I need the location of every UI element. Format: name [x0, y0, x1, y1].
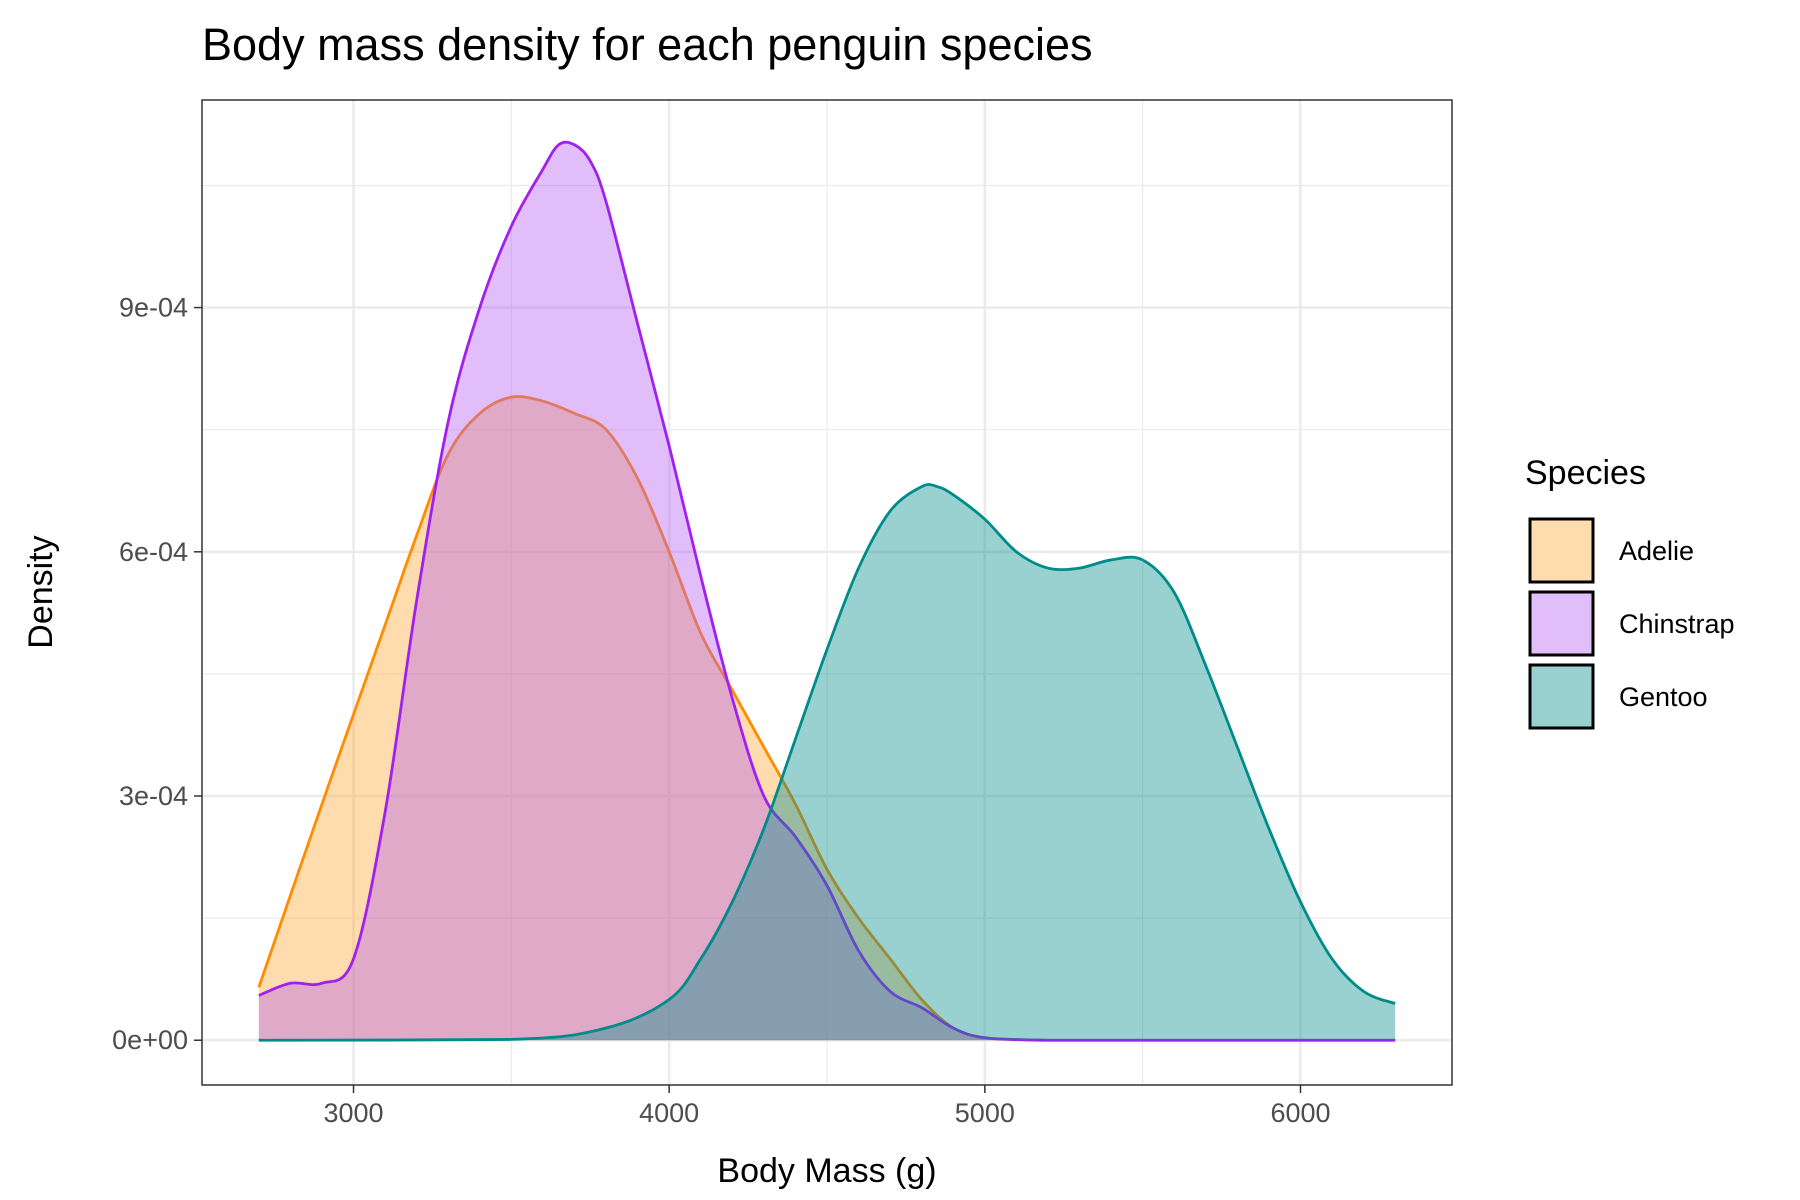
- chinstrap-legend-label: Chinstrap: [1619, 609, 1735, 639]
- x-tick-label: 5000: [955, 1098, 1015, 1128]
- gentoo-density-line: [258, 483, 1396, 1042]
- plot-panel-border: [201, 99, 1453, 1086]
- gentoo-legend-key-bg: [1528, 663, 1595, 730]
- x-axis-title: Body Mass (g): [717, 1152, 936, 1190]
- legend-title: Species: [1525, 454, 1646, 492]
- chinstrap-density-area: [258, 142, 1396, 1041]
- gentoo-density-area: [258, 484, 1396, 1041]
- adelie-legend-label: Adelie: [1619, 536, 1694, 566]
- density-areas: [257, 140, 1396, 1042]
- y-tick-label: 6e-04: [119, 537, 188, 567]
- chart-title: Body mass density for each penguin speci…: [202, 19, 1093, 70]
- x-tick-label: 3000: [323, 1098, 383, 1128]
- y-tick-label: 9e-04: [119, 293, 188, 323]
- chinstrap-legend-key-bg: [1528, 590, 1595, 657]
- legend-items: Adelie Chinstrap Gentoo: [1528, 517, 1735, 730]
- chinstrap-legend-key: [1528, 590, 1595, 657]
- chinstrap-density-line: [258, 140, 1396, 1042]
- y-tick-label: 3e-04: [119, 781, 188, 811]
- y-axis-title: Density: [22, 535, 60, 648]
- gentoo-series: [258, 483, 1396, 1042]
- x-tick-label: 6000: [1270, 1098, 1330, 1128]
- legend: Species Adelie Chinstrap Gentoo: [1525, 454, 1735, 730]
- gentoo-legend-label: Gentoo: [1619, 682, 1708, 712]
- gentoo-legend-key: [1528, 663, 1595, 730]
- adelie-legend-key: [1528, 517, 1595, 584]
- adelie-density-area: [258, 396, 1396, 1041]
- chinstrap-series: [258, 140, 1396, 1042]
- y-tick-label: 0e+00: [112, 1025, 188, 1055]
- x-tick-label: 4000: [639, 1098, 699, 1128]
- adelie-legend-key-bg: [1528, 517, 1595, 584]
- axis-ticks: 3000 4000 5000 6000 0e+00 3e-04 6e-04 9e-04: [112, 293, 1330, 1128]
